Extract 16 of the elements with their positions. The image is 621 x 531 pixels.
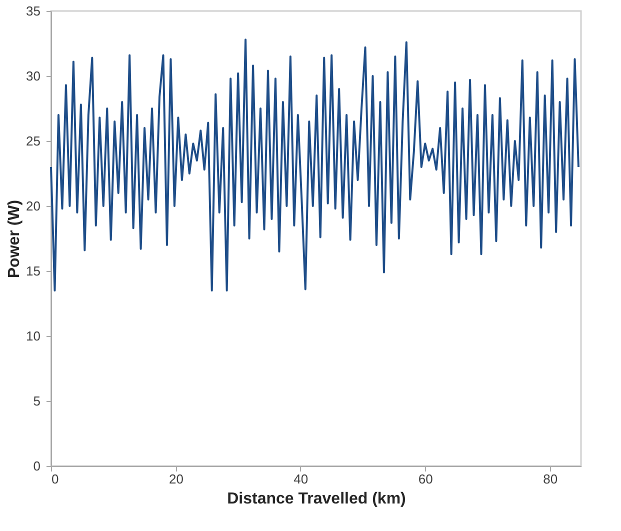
y-tick-label: 20 (26, 198, 40, 214)
y-tick-label: 15 (26, 264, 40, 278)
y-tick-label: 10 (26, 328, 40, 344)
x-tick-label: 0 (52, 472, 59, 486)
x-tick-label: 40 (294, 472, 308, 486)
y-tick-label: 0 (33, 458, 40, 474)
x-axis-title: Distance Travelled (km) (227, 490, 406, 508)
x-tick-label: 60 (418, 472, 433, 486)
x-tick-label: 20 (168, 472, 184, 486)
y-axis-title: Power (W) (6, 200, 24, 278)
y-tick-label: 5 (33, 394, 40, 408)
y-tick-label: 30 (26, 68, 40, 84)
y-tick-label: 35 (26, 4, 40, 18)
y-tick-label: 25 (26, 134, 40, 148)
x-tick-label: 80 (543, 472, 558, 486)
line-series (50, 38, 580, 292)
